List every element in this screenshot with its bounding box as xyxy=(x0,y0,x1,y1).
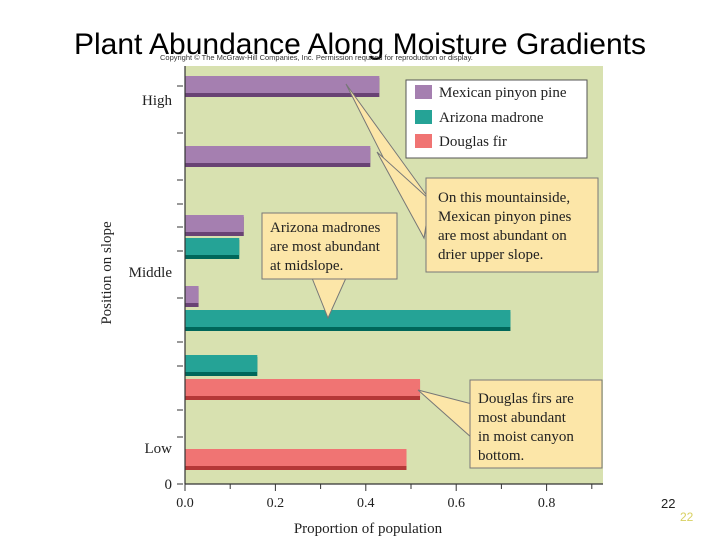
x-tick-label: 0.2 xyxy=(267,496,285,511)
y-origin-label: 0 xyxy=(165,477,173,493)
y-tick-label: High xyxy=(142,93,173,109)
callout-text-line: most abundant xyxy=(478,410,567,426)
x-tick-label: 0.0 xyxy=(176,496,194,511)
callout-text-line: On this mountainside, xyxy=(438,190,570,206)
page-number-ghost: 22 xyxy=(680,510,694,524)
legend-swatch xyxy=(415,110,432,124)
callout-text-line: are most abundant xyxy=(270,239,381,255)
callout-text-line: Arizona madrones xyxy=(270,220,381,236)
bar xyxy=(185,449,407,466)
callout-box xyxy=(425,177,599,273)
bar xyxy=(185,146,371,163)
callout-text-line: Mexican pinyon pines xyxy=(438,209,571,225)
x-tick-label: 0.6 xyxy=(447,496,465,511)
callout-text-line: are most abundant on xyxy=(438,228,567,244)
y-tick-label: Low xyxy=(145,441,173,457)
x-axis-title: Proportion of population xyxy=(294,521,443,537)
bar xyxy=(185,215,244,232)
legend-label: Douglas fir xyxy=(439,134,507,150)
callout-text-line: Douglas firs are xyxy=(478,391,574,407)
callout-box xyxy=(469,379,603,469)
y-axis-title: Position on slope xyxy=(99,221,115,325)
legend-label: Arizona madrone xyxy=(439,110,544,126)
slide-title: Plant Abundance Along Moisture Gradients xyxy=(73,28,647,61)
bar xyxy=(185,310,511,327)
callout-text-line: bottom. xyxy=(478,448,524,464)
callout-text-line: at midslope. xyxy=(270,258,343,274)
legend-swatch xyxy=(415,134,432,148)
copyright-notice: Copyright © The McGraw-Hill Companies, I… xyxy=(160,53,473,62)
legend-box xyxy=(405,79,588,159)
x-tick-label: 0.8 xyxy=(538,496,556,511)
bar xyxy=(185,379,421,396)
y-tick-label: Middle xyxy=(129,265,173,281)
legend-swatch xyxy=(415,85,432,99)
callout-box xyxy=(261,212,398,280)
bar xyxy=(185,76,380,93)
bar xyxy=(185,286,199,303)
page-number: 22 xyxy=(661,496,676,511)
callout-text-line: drier upper slope. xyxy=(438,247,543,263)
callout-text-line: in moist canyon xyxy=(478,429,574,445)
bar xyxy=(185,355,258,372)
x-tick-label: 0.4 xyxy=(357,496,375,511)
legend-label: Mexican pinyon pine xyxy=(439,85,567,101)
bar xyxy=(185,238,240,255)
